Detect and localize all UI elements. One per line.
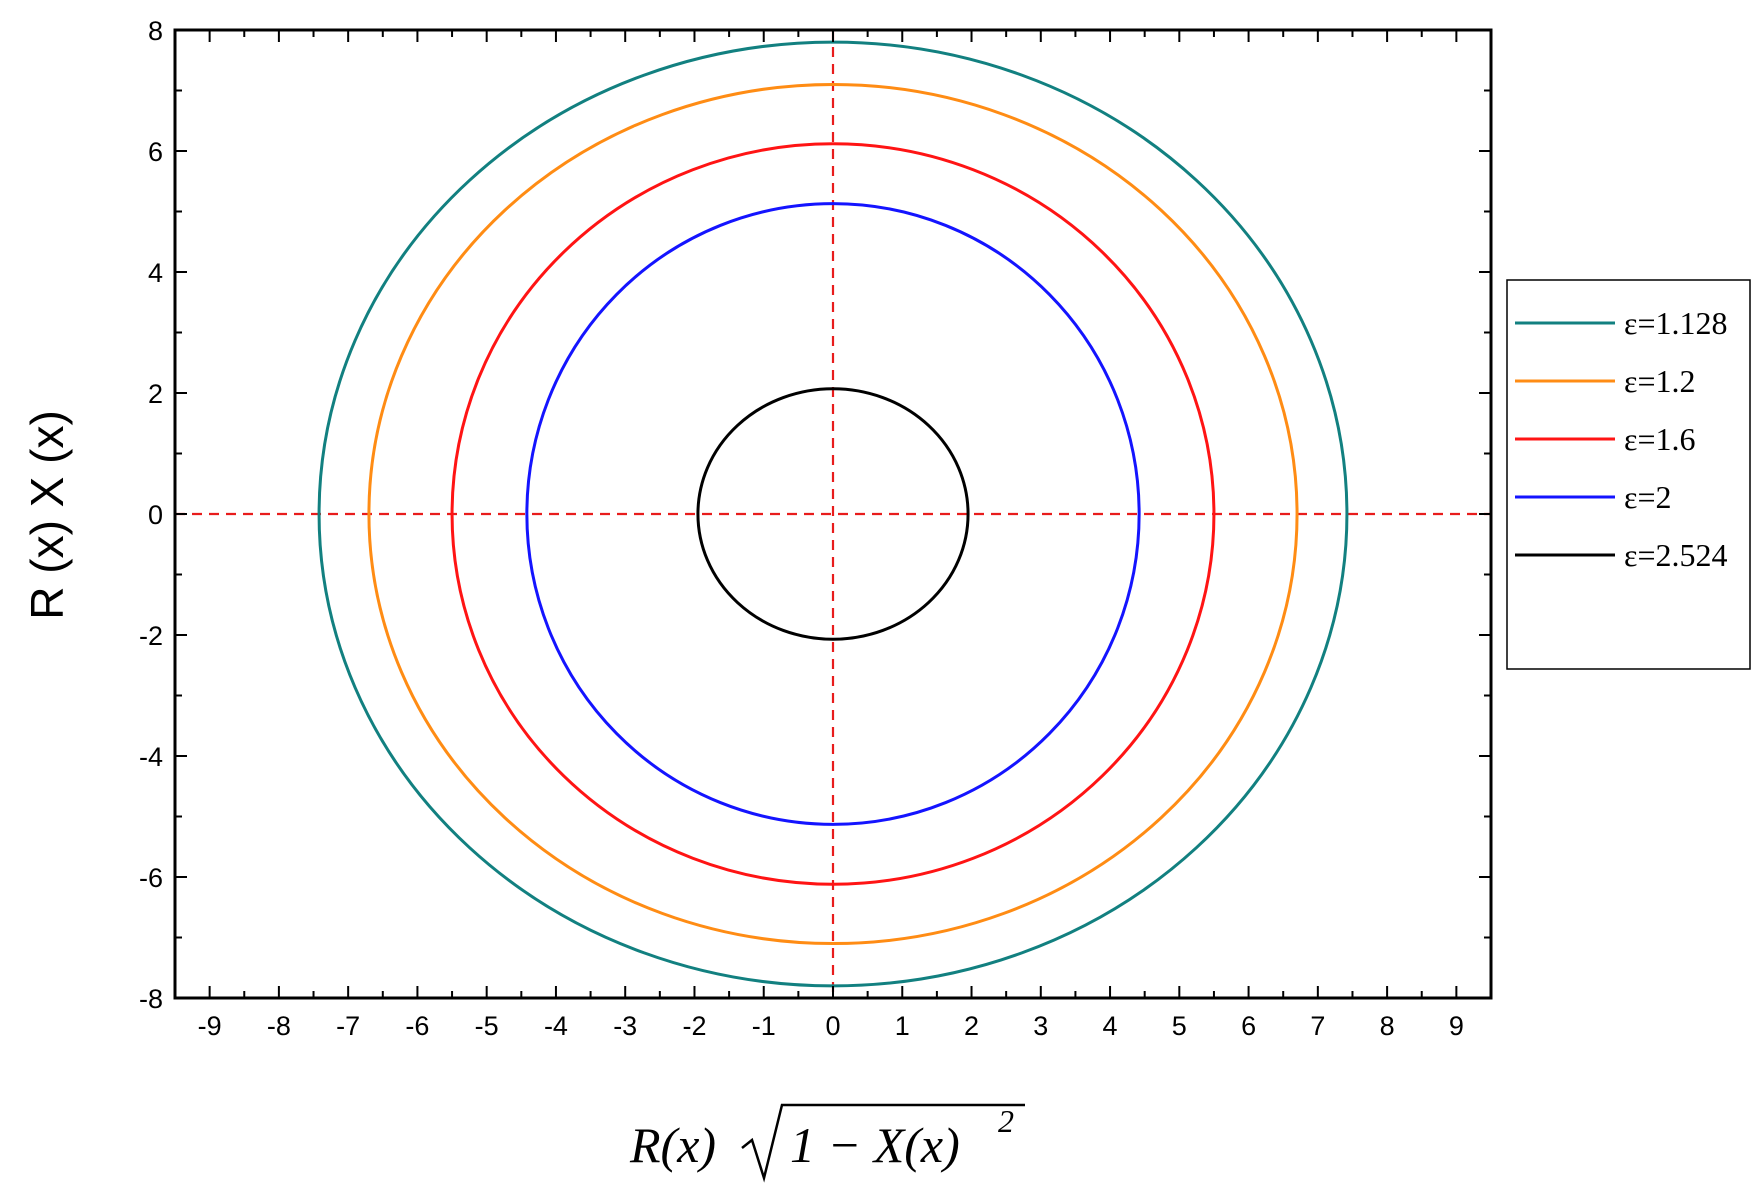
series-curve-3: [450, 142, 1216, 886]
sqrt-radical: [741, 1103, 1025, 1183]
x-tick-label: -2: [682, 1011, 706, 1041]
legend-label-3: ε=1.6: [1624, 421, 1695, 457]
x-tick-label: -6: [405, 1011, 429, 1041]
x-tick-label: 8: [1380, 1011, 1395, 1041]
x-tick-label: -3: [613, 1011, 637, 1041]
x-axis-label-radicand: 1 − X(x): [790, 1117, 960, 1173]
x-axis-label-exponent: 2: [998, 1103, 1014, 1139]
x-tick-label: -5: [475, 1011, 499, 1041]
x-tick-label: 3: [1033, 1011, 1048, 1041]
y-tick-label: 6: [148, 137, 163, 167]
x-tick-label: 1: [895, 1011, 910, 1041]
legend-label-2: ε=1.2: [1624, 363, 1695, 399]
reference-lines: [175, 30, 1491, 998]
y-tick-label: -4: [139, 742, 163, 772]
series-curve-4: [525, 202, 1141, 826]
x-tick-label: -4: [544, 1011, 568, 1041]
x-tick-label: 5: [1172, 1011, 1187, 1041]
x-tick-label: -9: [198, 1011, 222, 1041]
legend-label-1: ε=1.128: [1624, 305, 1727, 341]
series-curve-2: [367, 82, 1299, 946]
x-axis-label-base: R(x): [629, 1117, 716, 1173]
x-tick-label: 6: [1241, 1011, 1256, 1041]
legend-label-4: ε=2: [1624, 479, 1671, 515]
y-tick-label: 8: [148, 16, 163, 46]
x-tick-label: -7: [336, 1011, 360, 1041]
y-tick-label: 0: [148, 500, 163, 530]
series-curves: [317, 40, 1349, 988]
x-tick-label: 2: [964, 1011, 979, 1041]
y-axis-label: R (x) X (x): [21, 410, 73, 620]
legend-label-5: ε=2.524: [1624, 537, 1727, 573]
x-axis-label: R(x) 1 − X(x) 2: [629, 1103, 1025, 1183]
y-tick-label: -2: [139, 621, 163, 651]
x-tick-label: -1: [752, 1011, 776, 1041]
y-tick-label: -6: [139, 863, 163, 893]
y-tick-label: 4: [148, 258, 163, 288]
x-tick-label: 0: [825, 1011, 840, 1041]
x-tick-label: 9: [1449, 1011, 1464, 1041]
y-axis: -8 -6 -4 -2 0 2 4 6 8: [139, 16, 1491, 1014]
series-curve-1: [317, 40, 1349, 988]
x-tick-label: 7: [1310, 1011, 1325, 1041]
legend-box: [1506, 279, 1751, 670]
x-axis: -9 -8 -7 -6 -5 -4 -3 -2 -1 0 1 2 3 4 5 6 7 8 9: [174, 30, 1492, 1041]
series-curve-5: [696, 387, 970, 641]
y-tick-label: 2: [148, 379, 163, 409]
legend: ε=1.128 ε=1.2 ε=1.6 ε=2 ε=2.524: [1506, 279, 1751, 670]
x-tick-label: 4: [1103, 1011, 1118, 1041]
y-tick-label: -8: [139, 984, 163, 1014]
x-tick-label: -8: [267, 1011, 291, 1041]
